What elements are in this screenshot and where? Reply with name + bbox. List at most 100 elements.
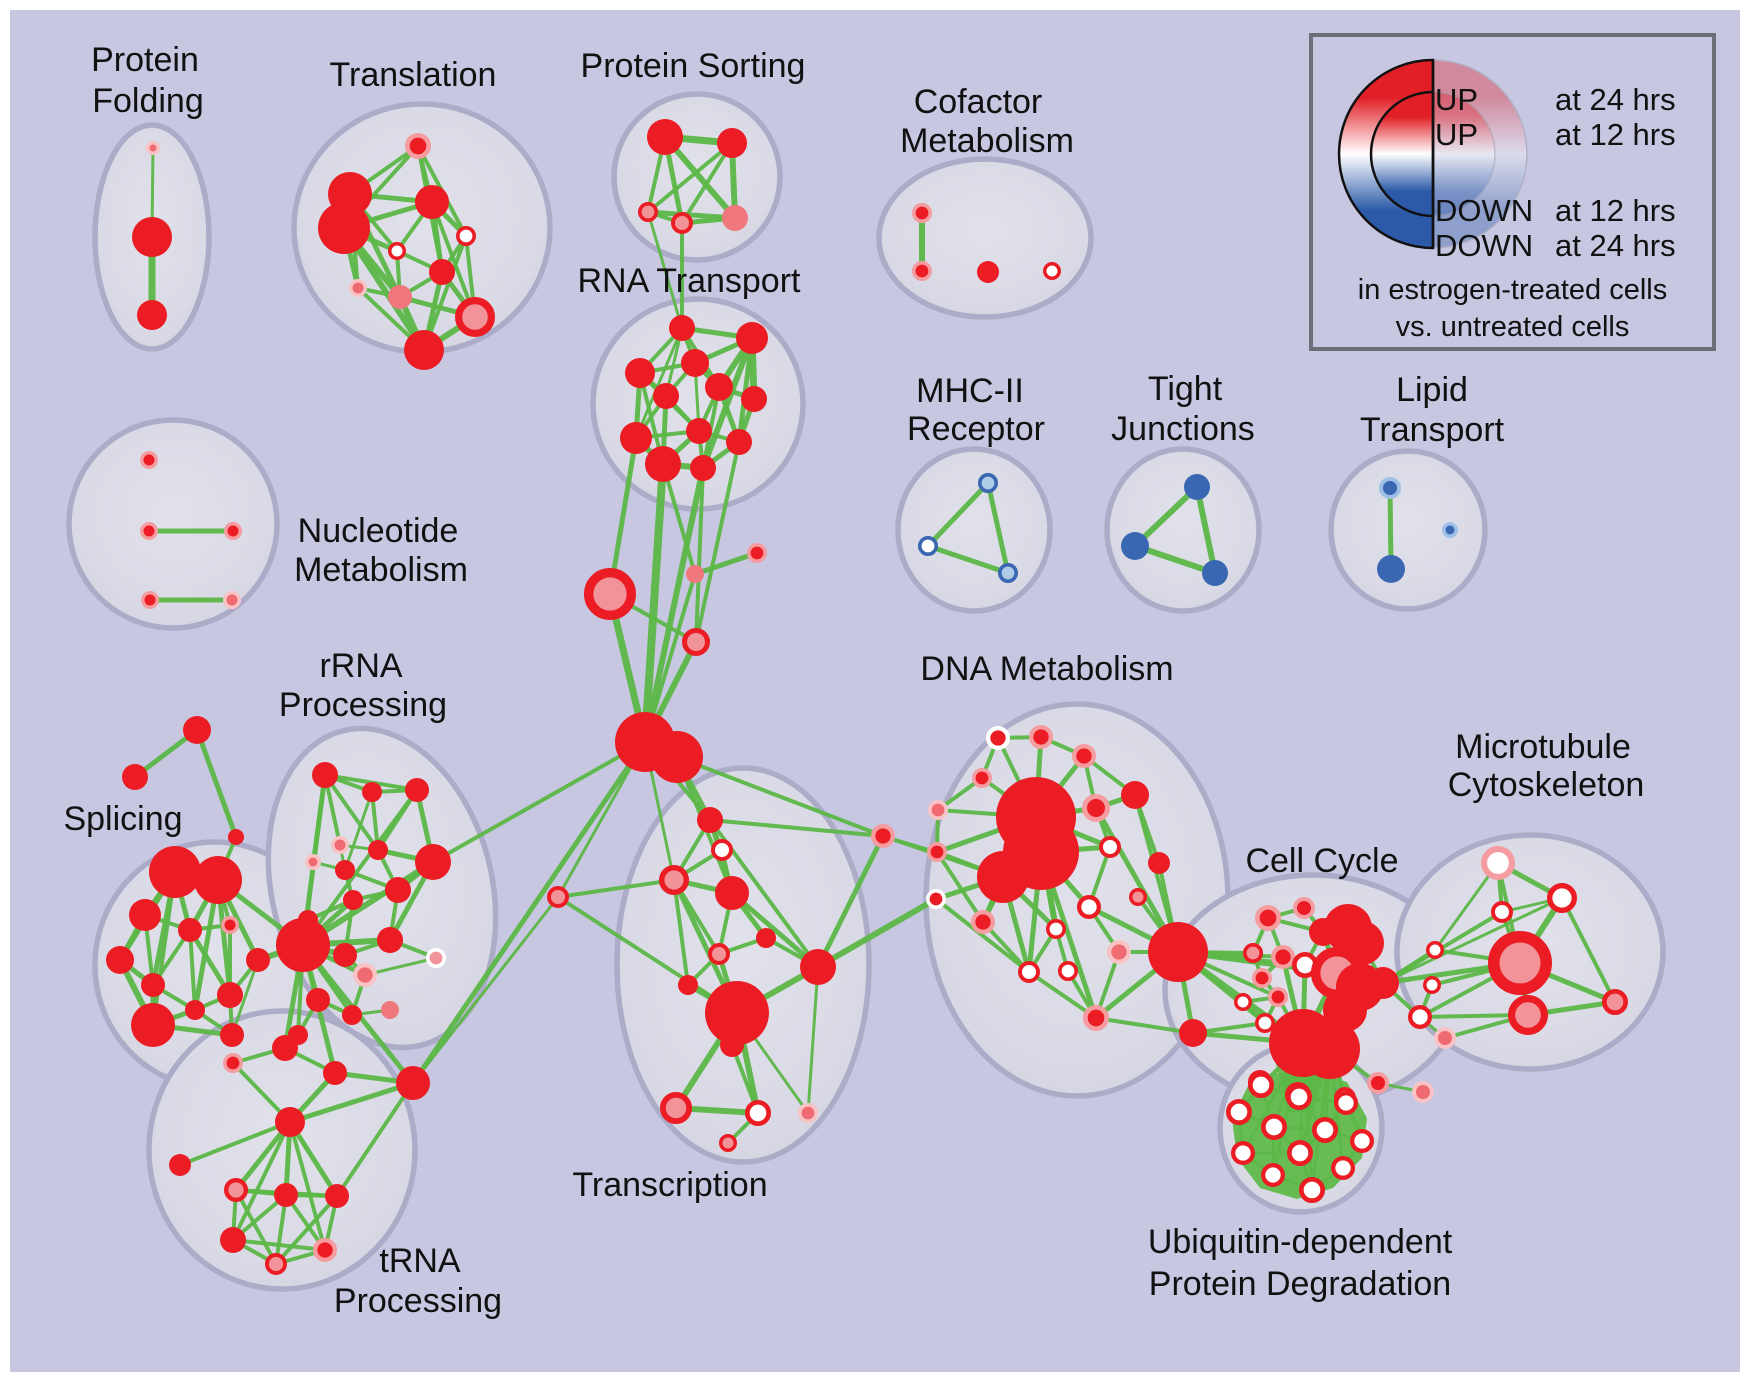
network-node-s [228, 829, 244, 845]
network-edge [1381, 896, 1564, 985]
legend-row1-direction: UP [1435, 82, 1479, 117]
cluster-label-splicing: Splicing [63, 800, 182, 838]
network-node-s [362, 782, 382, 802]
network-node-s [122, 764, 148, 790]
network-node-pr [911, 260, 932, 281]
cluster-ellipse-rrna-processing [265, 725, 499, 1051]
legend-row2-direction: UP [1435, 117, 1479, 152]
network-node-wc [1286, 1139, 1313, 1166]
network-edge [700, 335, 755, 471]
network-node-pr [1029, 724, 1054, 749]
network-node-s [385, 877, 411, 903]
network-edge [607, 435, 639, 597]
network-node-s [653, 383, 679, 409]
network-edge [708, 818, 885, 838]
legend-row4-direction: DOWN [1435, 228, 1534, 263]
cluster-label-dna-metabolism: DNA Metabolism [920, 650, 1173, 688]
network-node-wc [710, 838, 733, 861]
network-node-pp [349, 279, 367, 297]
cluster-label-nucleotide-metabolism: Nucleotide [298, 512, 459, 550]
network-node-s [429, 259, 455, 285]
cluster-ellipse-nucleotide-metabolism [66, 417, 280, 631]
network-node-bwc [917, 535, 938, 556]
network-node-s [342, 1005, 362, 1025]
network-node-s [415, 185, 449, 219]
cluster-label-rrna-processing: Processing [279, 686, 447, 724]
network-node-blc [997, 562, 1018, 583]
network-node-wc [1255, 1012, 1276, 1033]
network-edge [1132, 543, 1218, 576]
network-edge [641, 460, 667, 746]
network-node-wc [745, 1099, 772, 1126]
network-node-pr [223, 1053, 244, 1074]
cluster-label-microtubule-cytoskeleton: Microtubule [1455, 728, 1631, 766]
network-edge [335, 1081, 415, 1198]
network-edge [363, 956, 438, 977]
network-node-pc [659, 865, 690, 896]
network-node-s [185, 1000, 205, 1020]
network-node-s [306, 988, 330, 1012]
network-edge [1433, 861, 1500, 952]
network-node-s [741, 386, 767, 412]
network-node-s [149, 846, 201, 898]
network-node-wr [985, 725, 1010, 750]
network-node-pc [707, 942, 730, 965]
network-node-s [678, 975, 698, 995]
cluster-label-trna-processing: Processing [334, 1282, 502, 1320]
network-node-s [274, 1183, 298, 1207]
network-node-wp [425, 947, 446, 968]
cluster-label-cell-cycle: Cell Cycle [1245, 842, 1398, 880]
network-edge [806, 965, 820, 1115]
network-edge [230, 958, 260, 1037]
network-node-s [690, 455, 716, 481]
network-edge [675, 755, 885, 838]
network-node-s [720, 1033, 744, 1057]
network-node-pr [140, 522, 158, 540]
network-node-wc [1017, 960, 1040, 983]
network-node-pc [637, 202, 658, 223]
network-node-s [405, 778, 429, 802]
network-node-pr [140, 451, 158, 469]
network-node-pr [141, 591, 159, 609]
network-node-s [1148, 922, 1208, 982]
network-node-wc [1225, 1098, 1252, 1125]
network-node-wc [1043, 262, 1061, 280]
legend-row3-time: at 12 hrs [1555, 193, 1676, 228]
network-node-wc [1350, 1129, 1375, 1154]
network-edge [1094, 1016, 1195, 1035]
network-node-pr [224, 522, 242, 540]
network-node-pc [660, 1092, 693, 1125]
network-node-s [194, 856, 242, 904]
network-node-s [275, 1107, 305, 1137]
network-node-wc [1058, 960, 1079, 981]
network-edge [1132, 484, 1200, 549]
network-node-wc [455, 226, 476, 247]
network-node-s [141, 973, 165, 997]
network-node-wc [1334, 1091, 1359, 1116]
legend-inner-right-half [1432, 91, 1496, 217]
cluster-label-protein-folding: Folding [92, 82, 204, 120]
network-node-pc [265, 1252, 288, 1275]
network-edge [729, 890, 821, 970]
network-node-s [415, 844, 451, 880]
network-node-pr [1268, 986, 1289, 1007]
network-node-s [625, 358, 655, 388]
network-node-wc [1426, 941, 1444, 959]
network-edge [234, 1188, 278, 1266]
network-node-lp [722, 205, 748, 231]
network-node-s [178, 918, 202, 942]
network-node-wc [1408, 1004, 1433, 1029]
network-node-pp [927, 799, 948, 820]
network-node-s [647, 119, 683, 155]
network-node-s [323, 1061, 347, 1085]
network-node-pc [546, 885, 569, 908]
network-node-pc [455, 297, 496, 338]
network-node-pc [1601, 989, 1628, 1016]
network-node-wc [1046, 918, 1067, 939]
network-node-s [276, 918, 330, 972]
network-node-pr [746, 542, 767, 563]
cluster-label-microtubule-cytoskeleton: Cytoskeleton [1448, 766, 1645, 804]
network-node-pr [870, 823, 895, 848]
network-node-bs [1121, 532, 1149, 560]
